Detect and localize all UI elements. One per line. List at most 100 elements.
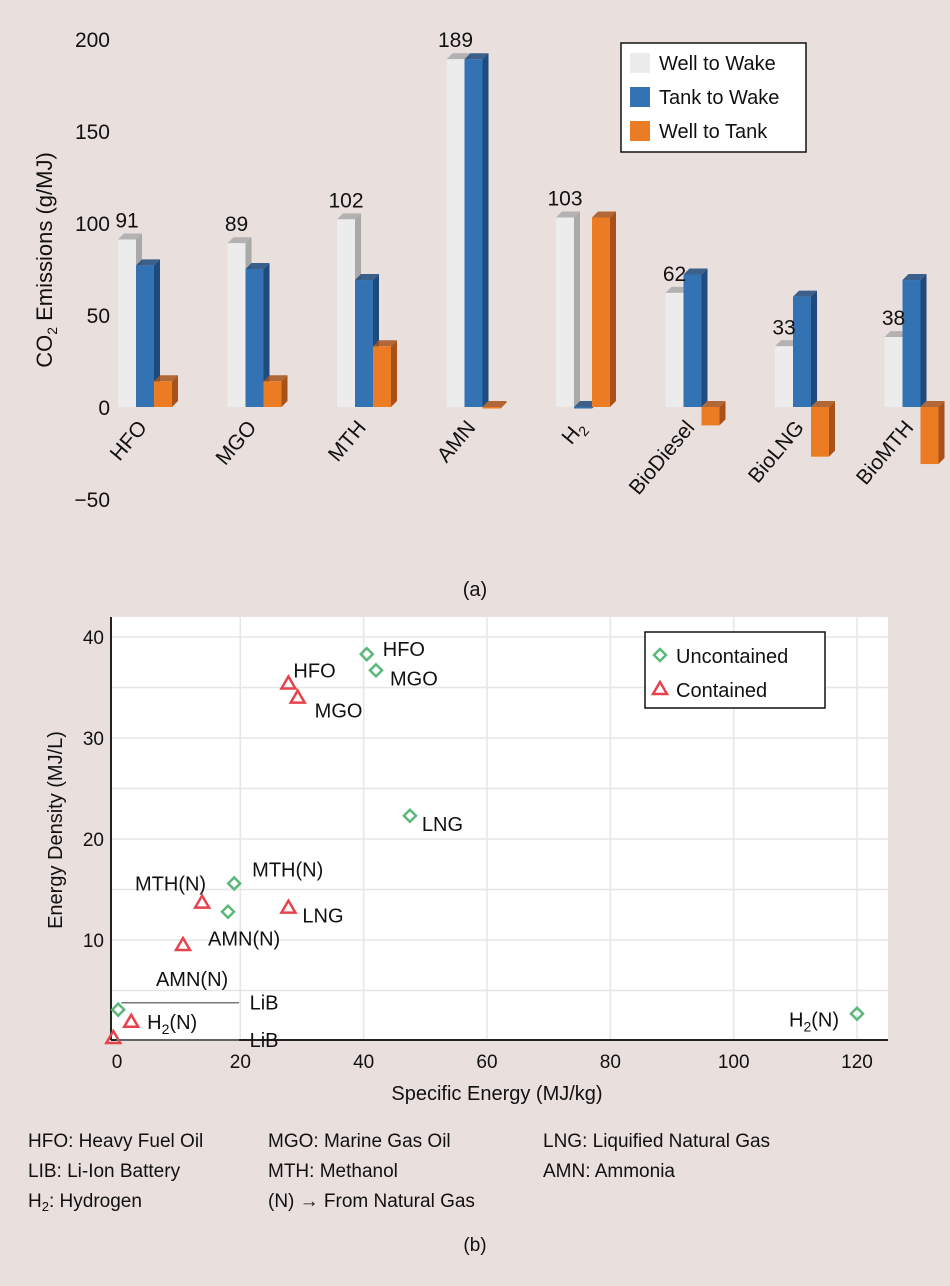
x-tick-label: 20 xyxy=(230,1052,251,1073)
x-tick-label: 0 xyxy=(112,1052,123,1073)
point-label: LNG xyxy=(302,906,343,928)
point-label: MGO xyxy=(315,701,363,723)
data-label: 103 xyxy=(547,187,582,210)
point-label: LNG xyxy=(422,814,463,836)
bar-well-to-wake xyxy=(446,59,465,408)
bar-top-well-to-wake xyxy=(118,233,142,240)
data-label: 62 xyxy=(663,263,686,286)
bar-side-tank-to-wake xyxy=(263,263,270,407)
bar-top-well-to-tank xyxy=(154,375,178,382)
bar-top-well-to-tank xyxy=(592,211,616,218)
bar-tank-to-wake xyxy=(683,274,702,407)
point-label: HFO xyxy=(293,660,335,682)
bar-top-tank-to-wake xyxy=(793,290,817,297)
point-label: LiB xyxy=(250,1030,279,1052)
abbrev-lib: LIB: Li-Ion Battery xyxy=(28,1161,181,1182)
bar-tank-to-wake xyxy=(464,59,483,408)
bar-side-well-to-tank xyxy=(172,375,178,407)
abbrev-mgo: MGO: Marine Gas Oil xyxy=(268,1131,451,1152)
bar-side-well-to-tank xyxy=(719,401,726,426)
bar-side-tank-to-wake xyxy=(154,259,160,407)
legend: Well to Wake Tank to Wake Well to Tank xyxy=(620,42,807,153)
point-label: AMN(N) xyxy=(208,929,280,951)
point-label: LiB xyxy=(250,993,279,1015)
bar-well-to-wake xyxy=(337,219,355,407)
abbrev-h2-rest: : Hydrogen xyxy=(48,1191,142,1212)
bar-top-well-to-tank xyxy=(811,401,835,407)
bar-top-well-to-tank xyxy=(920,401,945,407)
y-tick-label: 0 xyxy=(98,397,110,420)
bar-well-to-tank xyxy=(811,407,829,457)
legend-label: Tank to Wake xyxy=(659,87,779,109)
data-label: 38 xyxy=(882,307,905,330)
bar-well-to-wake xyxy=(665,292,684,407)
point-label: H2(N) xyxy=(147,1012,197,1037)
abbrev-lng: LNG: Liquified Natural Gas xyxy=(543,1131,771,1152)
point-label: MGO xyxy=(390,668,438,690)
bar-well-to-tank xyxy=(482,407,501,409)
scatter-chart: 0 20 40 60 80 100 120 10 20 30 40 Specific Energy (… xyxy=(45,617,888,1105)
diamond-marker xyxy=(368,662,384,679)
point-label: MTH(N) xyxy=(135,874,206,896)
legend-swatch xyxy=(630,53,650,73)
bar-top-tank-to-wake xyxy=(464,53,489,60)
abbreviations: HFO: Heavy Fuel Oil MGO: Marine Gas Oil … xyxy=(28,1127,843,1222)
triangle-marker xyxy=(650,679,670,696)
point-label: H2(N) xyxy=(789,1010,839,1035)
x-tick-label: 40 xyxy=(353,1052,374,1073)
caption-b: (b) xyxy=(463,1235,487,1256)
bar-well-to-wake xyxy=(775,346,793,407)
bar-tank-to-wake xyxy=(574,407,592,409)
diamond-marker xyxy=(358,646,375,662)
data-label: 91 xyxy=(115,210,138,233)
bar-tank-to-wake xyxy=(355,280,373,407)
bar-side-well-to-tank xyxy=(391,340,397,407)
triangle-marker xyxy=(104,1028,123,1045)
bar-top-well-to-wake xyxy=(446,53,471,60)
x-tick-label: 80 xyxy=(600,1052,621,1073)
triangle-marker xyxy=(279,673,298,690)
legend-swatch xyxy=(630,121,650,141)
bar-tank-to-wake xyxy=(245,269,264,407)
abbrev-n: (N) → From Natural Gas xyxy=(268,1191,475,1212)
data-label: 33 xyxy=(772,316,795,339)
data-label: 102 xyxy=(328,189,363,212)
bar-side-well-to-tank xyxy=(938,401,945,465)
bar-tank-to-wake xyxy=(902,280,921,407)
bar-well-to-wake xyxy=(556,217,574,407)
legend-box xyxy=(620,42,807,153)
bar-top-well-to-tank xyxy=(263,375,288,382)
bar-top-tank-to-wake xyxy=(683,268,708,275)
bar-top-tank-to-wake xyxy=(902,274,927,281)
abbrev-h2-sub: 2 xyxy=(41,1199,49,1214)
x-tick-label: 120 xyxy=(841,1052,873,1073)
legend-label: Uncontained xyxy=(676,646,788,668)
y-tick-label: 30 xyxy=(83,729,104,750)
bar-tank-to-wake xyxy=(793,296,811,407)
abbrev-empty xyxy=(543,1187,843,1222)
abbrev-mth: MTH: Methanol xyxy=(268,1161,398,1182)
y-tick-label: −50 xyxy=(74,489,110,512)
bar-well-to-wake xyxy=(227,243,246,407)
diamond-marker xyxy=(849,1005,865,1022)
series-uncontained: HFO MGO LNG MTH(N) AMN(N) LiB H2(N) xyxy=(110,639,865,1035)
y-tick-label: 150 xyxy=(75,121,110,144)
bar-top-tank-to-wake xyxy=(136,259,160,266)
legend-swatch xyxy=(630,87,650,107)
x-axis-label: Specific Energy (MJ/kg) xyxy=(391,1083,602,1105)
abbrev-row: LIB: Li-Ion Battery MTH: Methanol AMN: A… xyxy=(28,1157,843,1187)
abbrev-amn: AMN: Ammonia xyxy=(543,1161,675,1182)
y-tick-label: 50 xyxy=(87,305,110,328)
triangle-marker xyxy=(173,935,193,952)
bar-top-well-to-tank xyxy=(373,340,397,347)
series-contained: HFO MGO LNG MTH(N) AMN(N) H2(N) LiB xyxy=(104,660,363,1052)
y-tick-label: 200 xyxy=(75,29,110,52)
bar-top-well-to-tank xyxy=(701,401,726,407)
bar-well-to-tank xyxy=(592,217,610,407)
point-label: MTH(N) xyxy=(252,859,323,881)
bar-side-well-to-tank xyxy=(500,401,507,409)
y-tick-label: 100 xyxy=(75,213,110,236)
point-label: AMN(N) xyxy=(156,969,228,991)
bar-top-well-to-wake xyxy=(227,237,252,244)
